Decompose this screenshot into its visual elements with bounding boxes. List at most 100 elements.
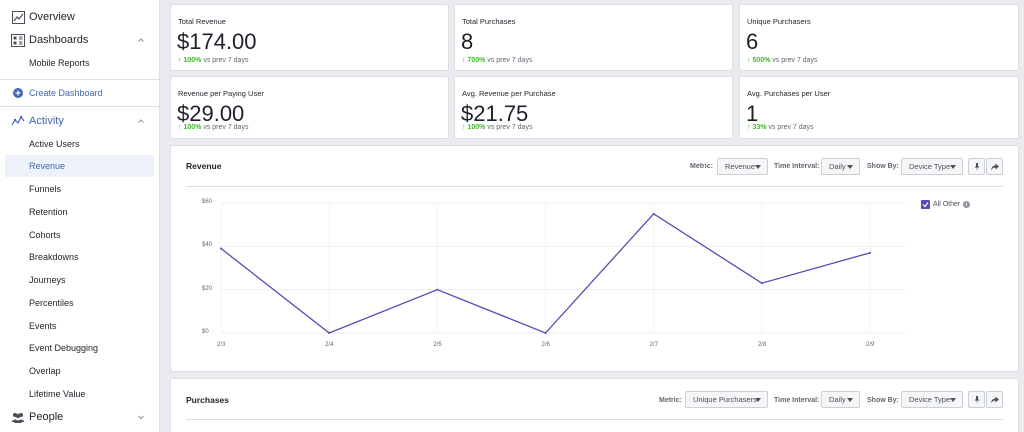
caret-down-icon [755,398,761,402]
data-point[interactable] [869,251,871,254]
kpi-title: Avg. Revenue per Purchase [462,89,556,98]
pin-icon [973,158,981,176]
chevron-up-icon[interactable] [136,35,146,45]
sidebar-item-label: Active Users [29,139,80,149]
time-interval-label: Time Interval: [774,397,820,404]
arrow-up-icon: ↑ [462,124,466,131]
sidebar-item-label: Mobile Reports [29,58,90,68]
kpi-delta-suffix: vs prev 7 days [772,57,818,64]
sidebar-item-label: Funnels [29,184,62,194]
sidebar-item-label: People [29,411,64,423]
kpi-delta-value: 100% [183,124,202,131]
metric-dropdown[interactable]: Unique Purchasers [685,391,768,408]
x-tick-label: 2/8 [757,342,767,348]
show-by-dropdown-value: Device Type [909,162,951,171]
sidebar-item-lifetime-value[interactable]: Lifetime Value [0,383,160,405]
pin-icon [973,391,981,409]
arrow-up-icon: ↑ [178,57,182,64]
x-tick-label: 2/3 [217,342,226,348]
sidebar-item-breakdowns[interactable]: Breakdowns [0,246,160,268]
kpi-delta-value: 100% [183,57,202,64]
time-interval-dropdown[interactable]: Daily [821,391,860,408]
sidebar-item-cohorts[interactable]: Cohorts [0,224,160,246]
sidebar-item-events[interactable]: Events [0,315,160,337]
info-icon[interactable]: i [963,201,971,208]
sidebar-item-retention[interactable]: Retention [0,201,160,223]
chevron-down-icon[interactable] [136,412,146,422]
kpi-title: Total Revenue [178,17,226,26]
data-point[interactable] [220,247,222,250]
arrow-up-icon: ↑ [747,57,751,64]
time-interval-dropdown-value: Daily [829,395,846,404]
kpi-value: $21.75 [461,101,529,126]
chart-legend[interactable]: All Other i [921,200,971,209]
kpi-delta: ↑ 100% vs prev 7 days [178,57,248,64]
data-point[interactable] [544,332,547,334]
sidebar-item-label: Events [29,321,57,331]
sidebar-item-event-debugging[interactable]: Event Debugging [0,337,160,359]
data-point[interactable] [436,288,439,291]
sidebar-item-mobile-reports[interactable]: Mobile Reports [0,52,160,74]
kpi-card-total-purchases: Total Purchases 8 ↑ 700% vs prev 7 days [454,4,733,71]
sidebar-item-label: Retention [29,207,68,217]
kpi-value: $174.00 [177,29,257,54]
time-interval-dropdown-value: Daily [829,162,846,171]
kpi-value: 8 [461,29,474,54]
pin-button[interactable] [968,158,985,175]
kpi-delta: ↑ 700% vs prev 7 days [462,57,532,64]
legend-label: All Other [933,201,961,208]
kpi-title: Revenue per Paying User [178,89,264,98]
sidebar-item-dashboards[interactable]: Dashboards [0,29,160,51]
arrow-up-icon: ↑ [178,124,182,131]
panel-title: Revenue [186,161,222,171]
show-by-label: Show By: [867,397,899,404]
sidebar-item-activity[interactable]: Activity [0,110,160,132]
kpi-delta-suffix: vs prev 7 days [487,124,533,131]
share-button[interactable] [986,391,1003,408]
kpi-delta-value: 700% [467,57,486,64]
y-tick-label: $60 [202,199,213,205]
sidebar-item-journeys[interactable]: Journeys [0,269,160,291]
show-by-dropdown[interactable]: Device Type [901,158,963,175]
sidebar-item-percentiles[interactable]: Percentiles [0,292,160,314]
revenue-panel [170,145,1019,372]
line-chart-icon [11,10,25,24]
panel-title: Purchases [186,395,229,405]
legend-checkbox[interactable] [921,200,930,209]
sidebar-item-label: Dashboards [29,34,89,46]
sidebar-item-overlap[interactable]: Overlap [0,360,160,382]
kpi-delta-value: 33% [752,124,767,131]
metric-dropdown-value: Revenue [725,162,756,171]
time-interval-dropdown[interactable]: Daily [821,158,860,175]
create-dashboard-button[interactable]: Create Dashboard [0,82,160,104]
sidebar-item-active-users[interactable]: Active Users [0,133,160,155]
show-by-dropdown[interactable]: Device Type [901,391,963,408]
caret-down-icon [847,165,853,169]
sidebar: Overview Dashboards Mobile Reports Creat… [0,0,160,432]
kpi-card-avg-purchases-per-user: Avg. Purchases per User 1 ↑ 33% vs prev … [739,76,1019,139]
sidebar-item-people[interactable]: People [0,406,160,428]
kpi-card-unique-purchasers: Unique Purchasers 6 ↑ 500% vs prev 7 day… [739,4,1019,71]
x-tick-label: 2/6 [541,342,550,348]
y-tick-label: $0 [202,329,209,335]
sidebar-item-overview[interactable]: Overview [0,6,160,28]
data-point[interactable] [652,212,655,215]
pin-button[interactable] [968,391,985,408]
kpi-title: Unique Purchasers [747,17,811,26]
purchases-panel [170,378,1019,432]
data-point[interactable] [760,282,763,285]
x-tick-label: 2/9 [866,342,875,348]
panel-divider [186,186,1003,187]
data-point[interactable] [328,332,331,334]
x-tick-label: 2/7 [649,342,658,348]
kpi-title: Total Purchases [462,17,516,26]
sidebar-item-revenue[interactable]: Revenue [5,155,154,177]
arrow-up-icon: ↑ [462,57,466,64]
metric-dropdown[interactable]: Revenue [717,158,768,175]
kpi-card-avg-revenue-per-purchase: Avg. Revenue per Purchase $21.75 ↑ 100% … [454,76,733,139]
sidebar-item-label: Percentiles [29,298,74,308]
chevron-up-icon[interactable] [136,116,146,126]
kpi-card-revenue-per-paying-user: Revenue per Paying User $29.00 ↑ 100% vs… [170,76,449,139]
sidebar-item-funnels[interactable]: Funnels [0,178,160,200]
share-button[interactable] [986,158,1003,175]
